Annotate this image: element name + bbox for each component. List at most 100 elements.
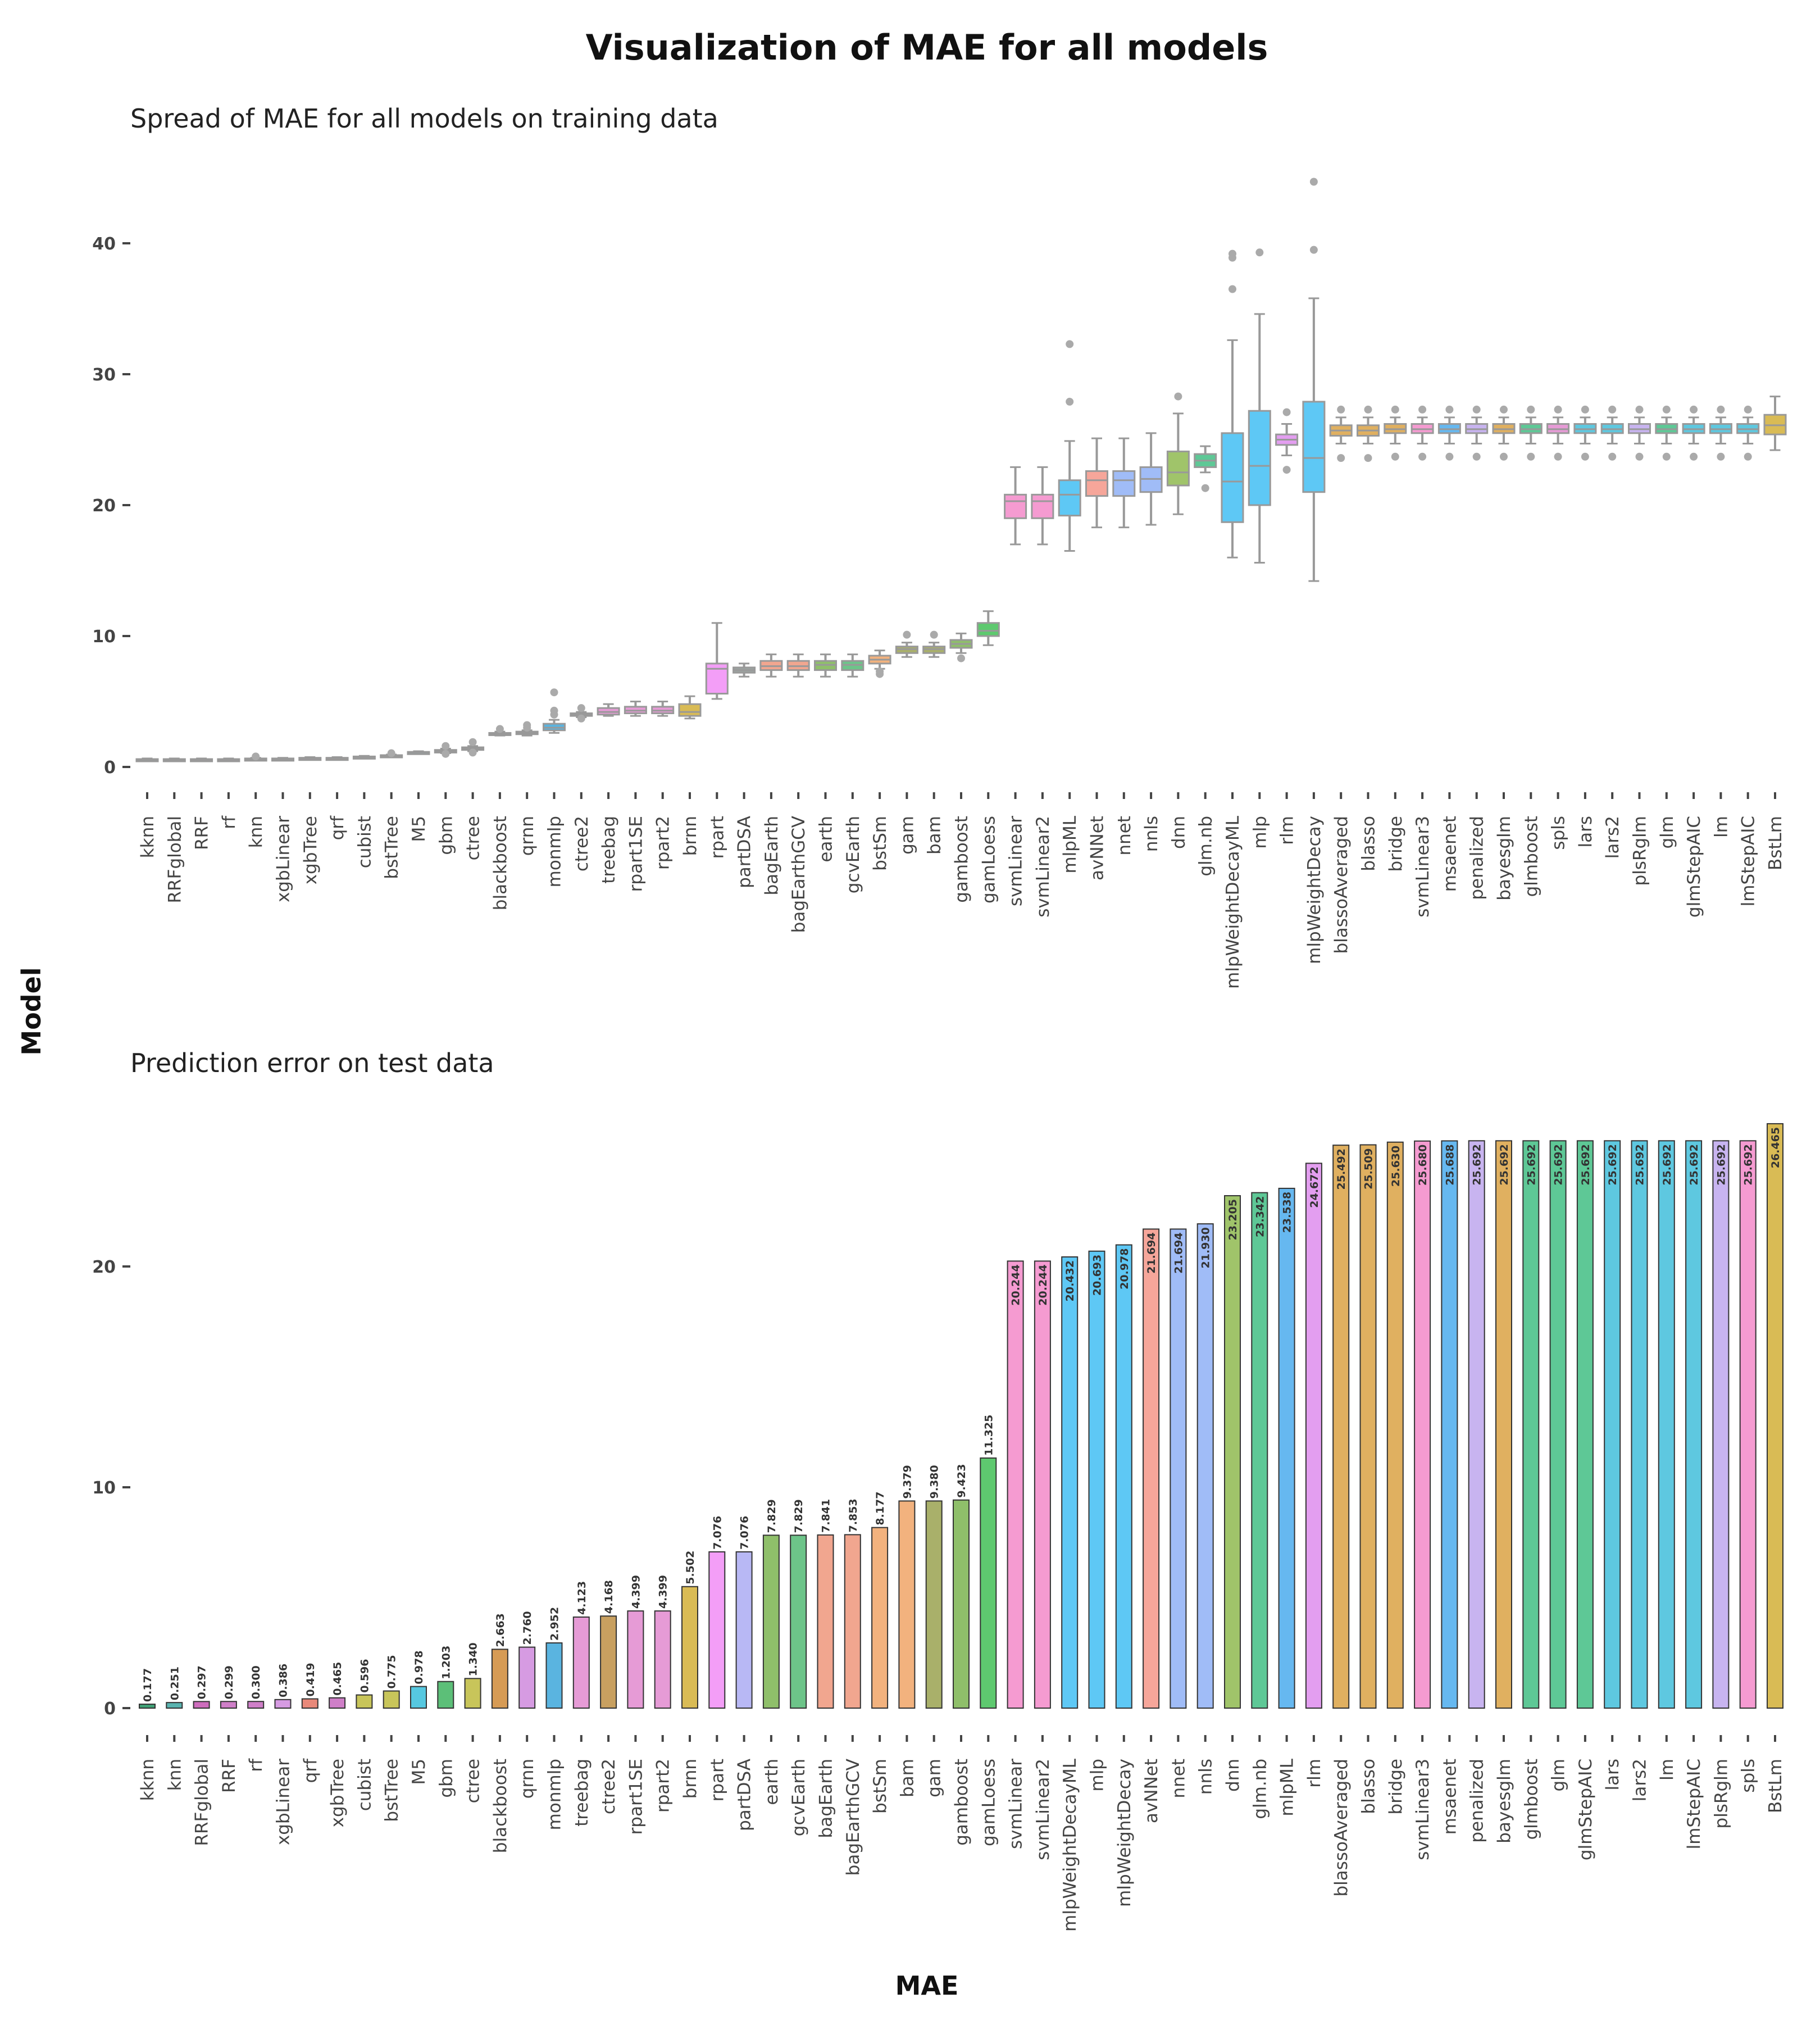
box-category-label: svmLinear3	[1413, 816, 1433, 918]
bar-category-label: gamLoess	[979, 1759, 999, 1846]
box-category-label: nnls	[1141, 816, 1162, 852]
box-category-label: gamboost	[952, 816, 972, 903]
bar-value-label: 25.692	[1688, 1144, 1700, 1185]
bar-category-label: RRFglobal	[192, 1759, 212, 1846]
box-brnn	[678, 703, 702, 717]
box-outlier	[1717, 405, 1725, 414]
bar-msaenet	[1441, 1140, 1458, 1709]
bar-category-label: treebag	[572, 1759, 592, 1827]
bar-bridge	[1386, 1141, 1404, 1709]
box-outlier	[550, 706, 558, 715]
bar-category-label: bayesglm	[1494, 1759, 1514, 1844]
bar-value-label: 25.680	[1417, 1145, 1429, 1186]
bar-category-label: bagEarth	[816, 1759, 836, 1838]
box-category-label: penalized	[1467, 816, 1487, 900]
bar-mlpWeightDecay	[1115, 1244, 1132, 1709]
bar-value-label: 20.244	[1037, 1264, 1049, 1305]
box-outlier	[1690, 405, 1698, 414]
bar-value-label: 0.465	[331, 1662, 344, 1696]
bar-gcvEarth	[790, 1534, 807, 1709]
bar-rpart	[708, 1551, 726, 1709]
bar-mlp	[1088, 1250, 1105, 1709]
bar-category-label: cubist	[354, 1759, 375, 1811]
bar-rpart2	[654, 1610, 671, 1709]
box-outlier	[387, 749, 395, 757]
bar-value-label: 25.692	[1742, 1144, 1755, 1185]
bar-category-label: spls	[1739, 1759, 1759, 1793]
box-outlier	[1662, 405, 1671, 414]
box-gamLoess	[976, 622, 1000, 637]
bar-blassoAveraged	[1332, 1145, 1350, 1709]
bar-category-label: xgbLinear	[274, 1759, 294, 1845]
bar-glm	[1549, 1140, 1567, 1709]
box-category-label: lars2	[1603, 816, 1623, 859]
bar-ytick-label: 10	[92, 1478, 116, 1498]
bar-ctree	[464, 1678, 481, 1709]
bar-category-label: dnn	[1223, 1759, 1243, 1792]
bar-xgbLinear	[274, 1699, 292, 1709]
box-outlier	[468, 738, 477, 746]
bar-category-label: mlp	[1088, 1759, 1108, 1792]
bar-value-label: 20.432	[1064, 1260, 1076, 1301]
box-outlier	[1581, 452, 1589, 461]
box-outlier	[442, 742, 450, 750]
box-category-label: lars	[1576, 816, 1596, 848]
bar-category-label: svmLinear3	[1413, 1759, 1433, 1860]
bar-value-label: 0.177	[142, 1668, 154, 1702]
box-category-label: nnet	[1114, 816, 1135, 856]
box-outlier	[1635, 405, 1644, 414]
x-axis-label: MAE	[895, 1970, 959, 2001]
bar-value-label: 25.692	[1661, 1144, 1673, 1185]
bar-value-label: 8.177	[874, 1492, 886, 1525]
box-category-label: rpart1SE	[626, 816, 646, 892]
box-svmLinear2	[1031, 493, 1054, 519]
bar-value-label: 9.423	[956, 1464, 968, 1498]
box-ytick-label: 20	[92, 496, 116, 516]
bar-category-label: ctree2	[599, 1759, 619, 1814]
bar-bstTree	[383, 1690, 400, 1709]
bar-category-label: glm.nb	[1250, 1759, 1270, 1819]
box-category-label: bayesglm	[1494, 816, 1514, 901]
bar-category-label: glmStepAIC	[1576, 1759, 1596, 1860]
bar-category-label: bam	[897, 1759, 917, 1797]
box-outlier	[495, 725, 504, 733]
box-category-label: mlp	[1250, 816, 1270, 849]
box-outlier	[1337, 454, 1345, 462]
box-category-label: blasso	[1359, 816, 1379, 871]
bar-category-label: brnn	[680, 1759, 700, 1799]
bar-glmStepAIC	[1576, 1140, 1594, 1709]
bar-value-label: 0.386	[277, 1664, 290, 1697]
bar-svmLinear2	[1034, 1260, 1051, 1709]
bar-category-label: qrf	[301, 1758, 321, 1783]
box-outlier	[1662, 452, 1671, 461]
box-category-label: rpart2	[653, 816, 674, 870]
box-ytick-label: 10	[92, 627, 116, 647]
bar-value-label: 25.688	[1444, 1144, 1456, 1185]
bar-value-label: 4.399	[630, 1575, 642, 1609]
bar-xgbTree	[329, 1697, 346, 1709]
bar-ctree2	[600, 1615, 617, 1709]
box-outlier	[1744, 452, 1752, 461]
bar-rpart1SE	[627, 1610, 644, 1709]
bar-RRF	[220, 1701, 237, 1709]
box-outlier	[903, 630, 911, 639]
bar-value-label: 0.251	[169, 1667, 181, 1700]
box-category-label: rpart	[707, 816, 727, 859]
box-outlier	[550, 688, 558, 697]
bar-monmlp	[545, 1642, 563, 1709]
box-category-label: dnn	[1168, 816, 1189, 849]
bar-value-label: 9.380	[929, 1465, 941, 1499]
box-category-label: kknn	[138, 816, 158, 858]
box-category-label: gamLoess	[979, 816, 999, 903]
bar-category-label: svmLinear2	[1033, 1759, 1053, 1860]
bar-value-label: 7.841	[820, 1499, 832, 1533]
bar-category-label: rlm	[1304, 1759, 1325, 1788]
box-category-label: gcvEarth	[843, 816, 863, 893]
bar-category-label: svmLinear	[1006, 1759, 1026, 1849]
bar-value-label: 23.342	[1254, 1196, 1266, 1237]
bar-ytick-label: 0	[104, 1699, 116, 1719]
chart-title: Visualization of MAE for all models	[586, 27, 1268, 68]
bar-bagEarthGCV	[844, 1534, 861, 1709]
bar-category-label: avNNet	[1141, 1759, 1162, 1823]
box-outlier	[876, 667, 884, 675]
